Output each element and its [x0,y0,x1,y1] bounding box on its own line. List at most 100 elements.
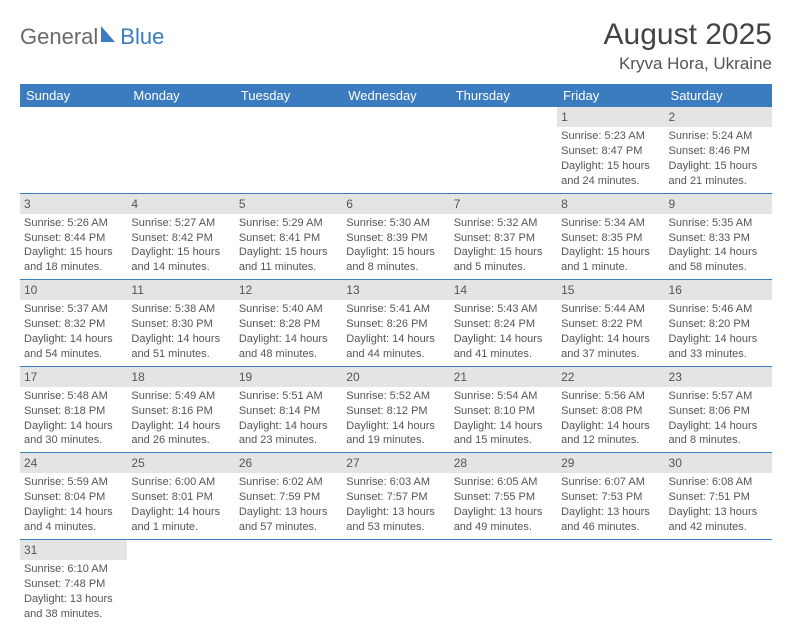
day-cell: 24Sunrise: 5:59 AMSunset: 8:04 PMDayligh… [20,453,127,540]
sunrise-text: Sunrise: 5:41 AM [346,302,445,317]
sunset-text: Sunset: 8:18 PM [24,404,123,419]
daylight-text: Daylight: 14 hours and 33 minutes. [669,332,768,362]
day-number: 13 [342,280,449,300]
day-details: Sunrise: 5:30 AMSunset: 8:39 PMDaylight:… [342,214,449,279]
sunset-text: Sunset: 8:22 PM [561,317,660,332]
day-details: Sunrise: 5:52 AMSunset: 8:12 PMDaylight:… [342,387,449,452]
day-cell: 2Sunrise: 5:24 AMSunset: 8:46 PMDaylight… [665,107,772,193]
sunset-text: Sunset: 8:42 PM [131,231,230,246]
sunrise-text: Sunrise: 6:10 AM [24,562,123,577]
day-number: 25 [127,453,234,473]
empty-cell [450,107,557,193]
sunset-text: Sunset: 8:33 PM [669,231,768,246]
sunrise-text: Sunrise: 6:08 AM [669,475,768,490]
day-number: 10 [20,280,127,300]
calendar-head: SundayMondayTuesdayWednesdayThursdayFrid… [20,84,772,107]
day-details: Sunrise: 5:56 AMSunset: 8:08 PMDaylight:… [557,387,664,452]
day-details: Sunrise: 5:23 AMSunset: 8:47 PMDaylight:… [557,127,664,192]
day-number: 29 [557,453,664,473]
daylight-text: Daylight: 15 hours and 14 minutes. [131,245,230,275]
day-cell: 15Sunrise: 5:44 AMSunset: 8:22 PMDayligh… [557,280,664,367]
day-details: Sunrise: 6:05 AMSunset: 7:55 PMDaylight:… [450,473,557,538]
day-details: Sunrise: 5:54 AMSunset: 8:10 PMDaylight:… [450,387,557,452]
day-cell: 13Sunrise: 5:41 AMSunset: 8:26 PMDayligh… [342,280,449,367]
sunset-text: Sunset: 8:44 PM [24,231,123,246]
weekday-header: Thursday [450,84,557,107]
sunset-text: Sunset: 8:06 PM [669,404,768,419]
day-cell: 25Sunrise: 6:00 AMSunset: 8:01 PMDayligh… [127,453,234,540]
sunset-text: Sunset: 7:59 PM [239,490,338,505]
day-details: Sunrise: 5:29 AMSunset: 8:41 PMDaylight:… [235,214,342,279]
calendar-table: SundayMondayTuesdayWednesdayThursdayFrid… [20,84,772,625]
day-details: Sunrise: 5:57 AMSunset: 8:06 PMDaylight:… [665,387,772,452]
daylight-text: Daylight: 15 hours and 5 minutes. [454,245,553,275]
day-cell: 23Sunrise: 5:57 AMSunset: 8:06 PMDayligh… [665,366,772,453]
sunrise-text: Sunrise: 5:46 AM [669,302,768,317]
sunrise-text: Sunrise: 5:43 AM [454,302,553,317]
day-details: Sunrise: 5:24 AMSunset: 8:46 PMDaylight:… [665,127,772,192]
sunset-text: Sunset: 8:26 PM [346,317,445,332]
day-number: 3 [20,194,127,214]
day-number: 6 [342,194,449,214]
daylight-text: Daylight: 14 hours and 23 minutes. [239,419,338,449]
sunrise-text: Sunrise: 6:00 AM [131,475,230,490]
sunset-text: Sunset: 8:20 PM [669,317,768,332]
daylight-text: Daylight: 14 hours and 1 minute. [131,505,230,535]
day-cell: 7Sunrise: 5:32 AMSunset: 8:37 PMDaylight… [450,193,557,280]
empty-cell [450,539,557,625]
day-cell: 3Sunrise: 5:26 AMSunset: 8:44 PMDaylight… [20,193,127,280]
day-details: Sunrise: 5:48 AMSunset: 8:18 PMDaylight:… [20,387,127,452]
day-cell: 28Sunrise: 6:05 AMSunset: 7:55 PMDayligh… [450,453,557,540]
day-cell: 31Sunrise: 6:10 AMSunset: 7:48 PMDayligh… [20,539,127,625]
day-number: 16 [665,280,772,300]
day-number: 17 [20,367,127,387]
day-details: Sunrise: 5:51 AMSunset: 8:14 PMDaylight:… [235,387,342,452]
calendar-row: 1Sunrise: 5:23 AMSunset: 8:47 PMDaylight… [20,107,772,193]
sunrise-text: Sunrise: 5:30 AM [346,216,445,231]
calendar-row: 24Sunrise: 5:59 AMSunset: 8:04 PMDayligh… [20,453,772,540]
sunset-text: Sunset: 8:37 PM [454,231,553,246]
empty-cell [127,539,234,625]
weekday-header: Tuesday [235,84,342,107]
sunrise-text: Sunrise: 5:49 AM [131,389,230,404]
location: Kryva Hora, Ukraine [604,54,772,74]
logo: General Blue [20,24,164,50]
daylight-text: Daylight: 13 hours and 42 minutes. [669,505,768,535]
logo-text-general: General [20,24,98,50]
day-details: Sunrise: 6:03 AMSunset: 7:57 PMDaylight:… [342,473,449,538]
day-cell: 20Sunrise: 5:52 AMSunset: 8:12 PMDayligh… [342,366,449,453]
sunset-text: Sunset: 8:28 PM [239,317,338,332]
sunrise-text: Sunrise: 5:38 AM [131,302,230,317]
sunrise-text: Sunrise: 5:29 AM [239,216,338,231]
daylight-text: Daylight: 14 hours and 58 minutes. [669,245,768,275]
day-number: 24 [20,453,127,473]
daylight-text: Daylight: 14 hours and 51 minutes. [131,332,230,362]
day-details: Sunrise: 5:40 AMSunset: 8:28 PMDaylight:… [235,300,342,365]
sunset-text: Sunset: 8:35 PM [561,231,660,246]
sunset-text: Sunset: 8:10 PM [454,404,553,419]
calendar-row: 10Sunrise: 5:37 AMSunset: 8:32 PMDayligh… [20,280,772,367]
daylight-text: Daylight: 14 hours and 15 minutes. [454,419,553,449]
sunrise-text: Sunrise: 5:35 AM [669,216,768,231]
daylight-text: Daylight: 15 hours and 21 minutes. [669,159,768,189]
day-details: Sunrise: 6:00 AMSunset: 8:01 PMDaylight:… [127,473,234,538]
day-number: 18 [127,367,234,387]
daylight-text: Daylight: 15 hours and 24 minutes. [561,159,660,189]
day-number: 31 [20,540,127,560]
sunset-text: Sunset: 8:46 PM [669,144,768,159]
day-number: 7 [450,194,557,214]
sunset-text: Sunset: 8:08 PM [561,404,660,419]
weekday-row: SundayMondayTuesdayWednesdayThursdayFrid… [20,84,772,107]
sunset-text: Sunset: 8:12 PM [346,404,445,419]
day-number: 30 [665,453,772,473]
day-cell: 18Sunrise: 5:49 AMSunset: 8:16 PMDayligh… [127,366,234,453]
sunrise-text: Sunrise: 5:24 AM [669,129,768,144]
day-number: 19 [235,367,342,387]
day-details: Sunrise: 5:27 AMSunset: 8:42 PMDaylight:… [127,214,234,279]
daylight-text: Daylight: 14 hours and 48 minutes. [239,332,338,362]
daylight-text: Daylight: 15 hours and 8 minutes. [346,245,445,275]
sunset-text: Sunset: 8:04 PM [24,490,123,505]
weekday-header: Friday [557,84,664,107]
day-cell: 19Sunrise: 5:51 AMSunset: 8:14 PMDayligh… [235,366,342,453]
logo-text-blue: Blue [120,24,164,50]
